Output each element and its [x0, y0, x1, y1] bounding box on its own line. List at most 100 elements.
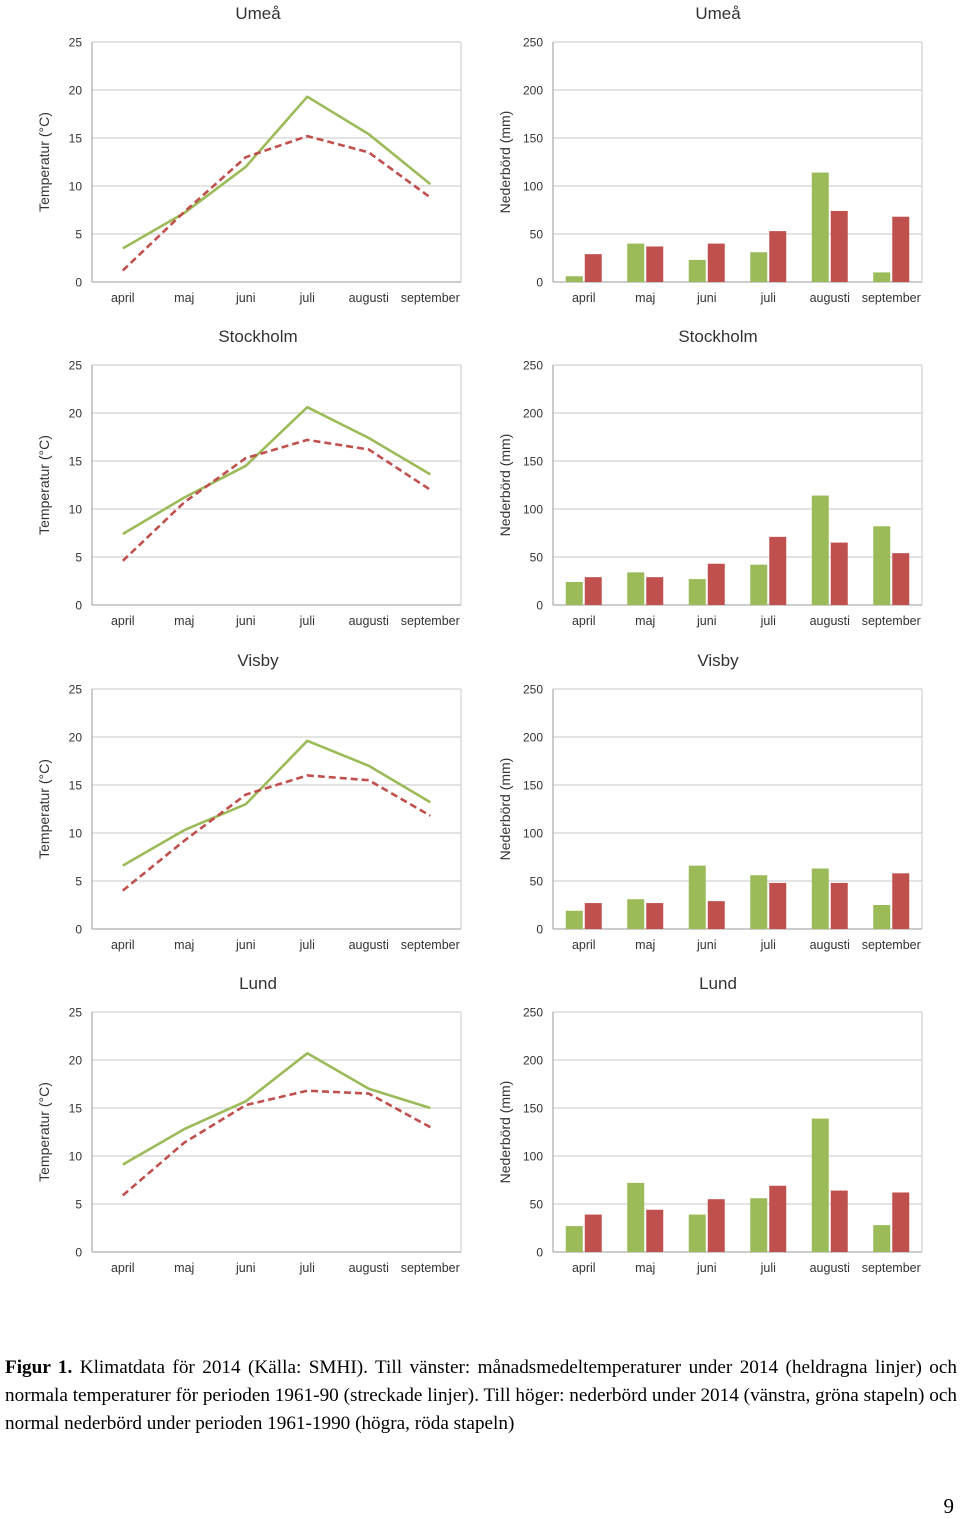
- lund-precipitation-bar-1961-1990-juli: [769, 1185, 787, 1252]
- visby-precipitation-bar-1961-1990-juli: [769, 882, 787, 929]
- lund-precipitation-xtick-label: juli: [760, 1261, 776, 1275]
- umea-precipitation-ylabel: Nederbörd (mm): [497, 111, 513, 214]
- stockholm-temperature-xtick-label: maj: [174, 614, 194, 628]
- umea-temperature-ylabel: Temperatur (°C): [36, 112, 52, 212]
- stockholm-temperature-series-1961-90-line: [121, 438, 432, 562]
- figure-caption: Figur 1. Klimatdata för 2014 (Källa: SMH…: [5, 1354, 957, 1438]
- umea-temperature-ytick-label: 20: [69, 84, 83, 98]
- umea-precipitation-ytick-label: 250: [523, 36, 543, 50]
- lund-temperature-series-2014-line: [122, 1052, 431, 1166]
- lund-temperature-ytick-label: 15: [69, 1102, 83, 1116]
- stockholm-precipitation-bar-2014-juni: [688, 579, 706, 605]
- umea-precipitation-title: Umeå: [695, 4, 741, 23]
- umea-precipitation-bar-2014-april: [565, 276, 583, 282]
- visby-precipitation-ytick-label: 150: [523, 779, 543, 793]
- stockholm-precipitation-bar-2014-augusti: [811, 495, 829, 605]
- figure-caption-text: Klimatdata för 2014 (Källa: SMHI). Till …: [5, 1357, 957, 1434]
- visby-precipitation-xtick-label: augusti: [810, 938, 850, 952]
- stockholm-precipitation-ytick-label: 150: [523, 455, 543, 469]
- visby-temperature-ytick-label: 10: [69, 827, 83, 841]
- figure-caption-label: Figur 1.: [5, 1357, 73, 1378]
- lund-temperature-xtick-label: september: [401, 1261, 460, 1275]
- umea-temperature-ytick-label: 15: [69, 132, 83, 146]
- lund-precipitation-bar-2014-april: [565, 1226, 583, 1252]
- stockholm-temperature-ylabel: Temperatur (°C): [36, 435, 52, 535]
- page-number: 9: [943, 1494, 955, 1518]
- stockholm-precipitation-ytick-label: 200: [523, 407, 543, 421]
- climate-charts: Umeå 0 5 10 15 20 25 Temperatur (°C) april maj jun…: [36, 4, 923, 1275]
- umea-precipitation-xtick-label: september: [862, 291, 921, 305]
- stockholm-temperature-ytick-label: 5: [75, 551, 82, 565]
- stockholm-temperature-xtick-label: augusti: [349, 614, 389, 628]
- umea-temperature-xtick-label: september: [401, 291, 460, 305]
- visby-temperature-xtick-label: maj: [174, 938, 194, 952]
- umea-precipitation-bar-2014-juni: [688, 259, 706, 282]
- visby-precipitation-xtick-label: april: [572, 938, 596, 952]
- visby-precipitation-ytick-label: 0: [536, 923, 543, 937]
- visby-precipitation-bar-1961-1990-maj: [646, 903, 664, 929]
- umea-precipitation-bar-1961-1990-april: [584, 254, 602, 282]
- lund-precipitation-bar-2014-september: [873, 1225, 891, 1252]
- umea-temperature-ytick-label: 0: [75, 276, 82, 290]
- stockholm-temperature-ytick-label: 15: [69, 455, 83, 469]
- visby-precipitation-bar-2014-september: [873, 905, 891, 929]
- umea-precipitation-xtick-label: maj: [635, 291, 655, 305]
- stockholm-precipitation-bar-1961-1990-juni: [707, 563, 725, 605]
- lund-precipitation-ytick-label: 100: [523, 1150, 543, 1164]
- lund-precipitation-xtick-label: juni: [696, 1261, 716, 1275]
- stockholm-temperature-ytick-label: 10: [69, 503, 83, 517]
- lund-temperature-ytick-label: 25: [69, 1006, 83, 1020]
- visby-temperature-xtick-label: april: [111, 938, 135, 952]
- stockholm-temperature-xtick-label: juli: [299, 614, 315, 628]
- stockholm-temperature-xtick-label: september: [401, 614, 460, 628]
- umea-precipitation-xtick-label: augusti: [810, 291, 850, 305]
- visby-temperature-xtick-label: juli: [299, 938, 315, 952]
- stockholm-precipitation-ytick-label: 0: [536, 599, 543, 613]
- stockholm-precipitation-ylabel: Nederbörd (mm): [497, 434, 513, 537]
- umea-precipitation-ytick-label: 200: [523, 84, 543, 98]
- lund-precipitation-ytick-label: 50: [530, 1198, 544, 1212]
- umea-temperature-xtick-label: maj: [174, 291, 194, 305]
- visby-precipitation-xtick-label: maj: [635, 938, 655, 952]
- umea-precipitation-bar-2014-maj: [627, 243, 645, 282]
- umea-precipitation-ytick-label: 150: [523, 132, 543, 146]
- umea-precipitation-bar-2014-september: [873, 272, 891, 282]
- stockholm-temperature-ytick-label: 20: [69, 407, 83, 421]
- umea-temperature-series-2014-line: [122, 95, 432, 250]
- stockholm-precipitation-bar-1961-1990-september: [892, 553, 910, 605]
- lund-temperature-ytick-label: 0: [75, 1246, 82, 1260]
- umea-precipitation-bar-1961-1990-maj: [646, 246, 664, 282]
- umea-temperature-series-1961-90-line: [121, 134, 432, 272]
- visby-precipitation-bar-1961-1990-april: [584, 903, 602, 929]
- umea-temperature-ytick-label: 10: [69, 180, 83, 194]
- visby-temperature-ytick-label: 25: [69, 683, 83, 697]
- lund-precipitation-xtick-label: maj: [635, 1261, 655, 1275]
- visby-precipitation-xtick-label: september: [862, 938, 921, 952]
- stockholm-precipitation-ytick-label: 50: [530, 551, 544, 565]
- visby-temperature-ytick-label: 15: [69, 779, 83, 793]
- visby-precipitation-ytick-label: 100: [523, 827, 543, 841]
- stockholm-temperature-title: Stockholm: [218, 327, 297, 346]
- visby-precipitation-ytick-label: 250: [523, 683, 543, 697]
- umea-temperature-title: Umeå: [235, 4, 281, 23]
- lund-precipitation-bar-1961-1990-maj: [646, 1209, 664, 1252]
- lund-temperature-xtick-label: maj: [174, 1261, 194, 1275]
- umea-precipitation-ytick-label: 0: [536, 276, 543, 290]
- umea-precipitation-xtick-label: juli: [760, 291, 776, 305]
- umea-precipitation-bar-2014-augusti: [811, 172, 829, 282]
- stockholm-precipitation-xtick-label: april: [572, 614, 596, 628]
- lund-temperature-ytick-label: 10: [69, 1150, 83, 1164]
- visby-precipitation-ytick-label: 50: [530, 875, 544, 889]
- lund-precipitation-xtick-label: augusti: [810, 1261, 850, 1275]
- lund-temperature-ylabel: Temperatur (°C): [36, 1082, 52, 1182]
- stockholm-precipitation-xtick-label: augusti: [810, 614, 850, 628]
- visby-temperature-ytick-label: 5: [75, 875, 82, 889]
- lund-precipitation-bar-1961-1990-september: [892, 1192, 910, 1252]
- umea-temperature-ytick-label: 5: [75, 228, 82, 242]
- stockholm-temperature-xtick-label: juni: [235, 614, 255, 628]
- visby-precipitation-bar-2014-juli: [750, 875, 768, 929]
- umea-precipitation-xtick-label: april: [572, 291, 596, 305]
- stockholm-temperature-xtick-label: april: [111, 614, 135, 628]
- lund-precipitation-bar-1961-1990-juni: [707, 1199, 725, 1252]
- stockholm-precipitation-xtick-label: maj: [635, 614, 655, 628]
